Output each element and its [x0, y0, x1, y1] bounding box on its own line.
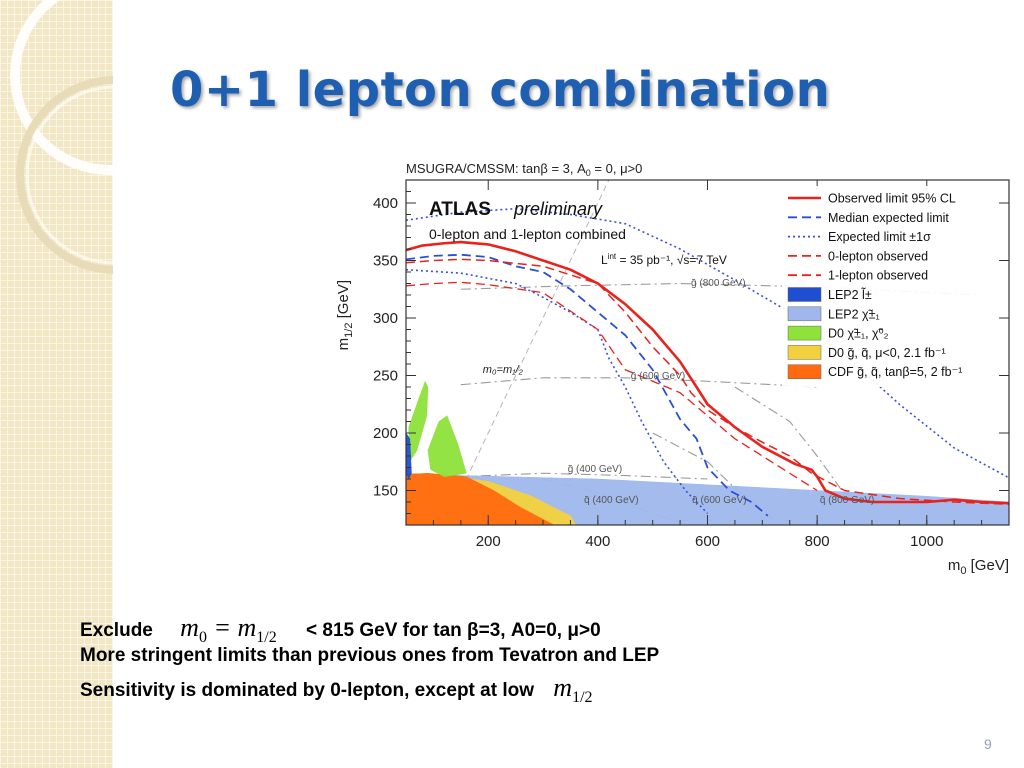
exclusion-limit-chart: g̃ (800 GeV) g̃ (600 GeV) g̃ (400 GeV) q̃ (…: [335, 161, 1010, 577]
y-tick-label: 200: [373, 425, 398, 442]
iso-mass-curve: [460, 377, 818, 388]
x-axis-label: m0 [GeV]: [948, 557, 1009, 577]
exclude-suffix: < 815 GeV for tan β=3, A0=0, μ>0: [306, 620, 601, 641]
y-tick-label: 350: [373, 253, 398, 270]
series-line: [406, 240, 1009, 505]
y-tick-label: 300: [373, 310, 398, 327]
legend-box-swatch: [787, 345, 822, 360]
y-tick-label: 400: [373, 195, 398, 212]
iso-mass-label: q̃ (600 GeV): [692, 495, 747, 506]
legend-label: Expected limit ±1σ: [828, 230, 931, 244]
decorative-rings: [10, 0, 113, 274]
exclusion-region: [406, 472, 555, 525]
x-tick-label: 200: [476, 533, 501, 550]
x-tick-label: 400: [585, 533, 610, 550]
legend-label: LEP2 χ̃±₁: [828, 307, 880, 321]
math-m12: m1/2: [553, 673, 593, 707]
math-m0-eq-m12: m0 = m1/2: [180, 613, 277, 647]
y-tick-label: 150: [373, 483, 398, 500]
diagonal-line: [443, 180, 610, 525]
legend-label: LEP2 l̃±: [828, 287, 872, 302]
y-tick-label: 250: [373, 368, 398, 385]
series-line: [406, 258, 1009, 506]
series-line: [406, 253, 769, 517]
status-label: preliminary: [513, 199, 603, 219]
legend-box-swatch: [787, 287, 822, 302]
bullet-sensitivity: Sensitivity is dominated by 0-lepton, ex…: [80, 673, 593, 707]
series-line: [406, 207, 1009, 479]
x-tick-label: 600: [695, 533, 720, 550]
iso-mass-label: g̃ (400 GeV): [568, 464, 623, 475]
sensitivity-prefix: Sensitivity is dominated by 0-lepton, ex…: [80, 680, 534, 701]
slide-title: 0+1 lepton combination: [170, 62, 831, 118]
iso-mass-curve: [460, 472, 708, 480]
legend-box-swatch: [787, 306, 822, 322]
legend-label: 1-lepton observed: [828, 269, 928, 283]
series-line: [406, 281, 818, 492]
experiment-label: ATLAS: [429, 199, 491, 220]
bullet-exclude: Exclude m0 = m1/2 < 815 GeV for tan β=3,…: [80, 613, 601, 647]
legend-label: D0 g̃, q̃, μ<0, 2.1 fb⁻¹: [828, 346, 946, 360]
decorative-side-strip: [0, 0, 113, 768]
legend-label: Median expected limit: [828, 211, 949, 225]
chart-subtitle: 0-lepton and 1-lepton combined: [429, 226, 626, 242]
chart-title: MSUGRA/CMSSM: tanβ = 3, A0 = 0, μ>0: [406, 161, 642, 178]
iso-mass-label: g̃ (800 GeV): [691, 278, 746, 289]
x-tick-label: 800: [805, 533, 830, 550]
legend-label: CDF g̃, q̃, tanβ=5, 2 fb⁻¹: [828, 365, 962, 379]
y-axis-label: m1/2 [GeV]: [335, 280, 355, 350]
diagonal-label: m₀=m₁/₂: [483, 364, 524, 376]
iso-mass-label: q̃ (800 GeV): [820, 495, 875, 506]
iso-mass-curve: [734, 386, 851, 503]
iso-mass-label: q̃ (400 GeV): [584, 495, 639, 506]
legend-box-swatch: [787, 364, 822, 379]
x-tick-label: 1000: [910, 533, 943, 550]
legend-label: D0 χ̃±₁, χ̃⁰₂: [828, 327, 889, 341]
page-number: 9: [984, 736, 992, 752]
bullet-stringent-limits: More stringent limits than previous ones…: [80, 645, 660, 666]
exclusion-region: [427, 415, 467, 477]
legend-label: 0-lepton observed: [828, 249, 928, 263]
lumi-label: Lint = 35 pb⁻¹, √s=7 TeV: [601, 252, 727, 267]
legend-box-swatch: [787, 325, 822, 341]
series-line: [406, 268, 709, 515]
legend-label: Observed limit 95% CL: [828, 192, 956, 206]
iso-mass-label: g̃ (600 GeV): [631, 371, 686, 382]
exclude-prefix: Exclude: [80, 620, 153, 641]
